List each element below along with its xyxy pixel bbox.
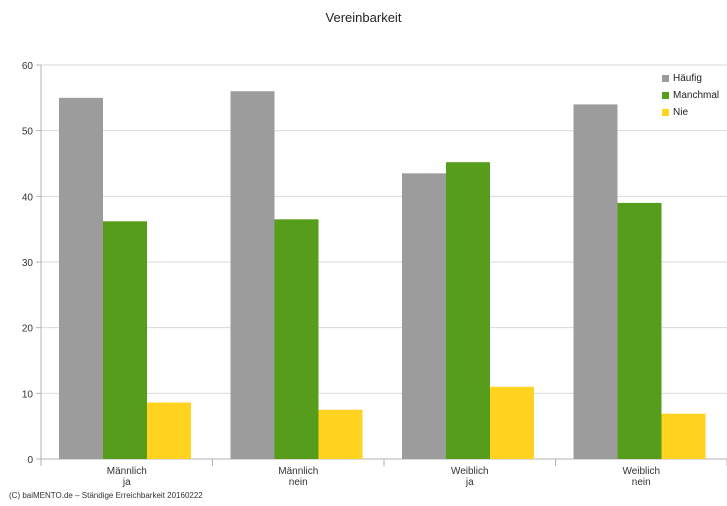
legend-swatch (662, 92, 669, 99)
x-tick-label: ja (122, 477, 131, 488)
bar-manchmal-0 (103, 221, 147, 459)
x-tick-label: Männlich (278, 466, 318, 477)
y-tick-label: 40 (22, 192, 34, 203)
legend-swatch (662, 75, 669, 82)
bar-häufig-3 (573, 104, 618, 460)
x-tick-label: Männlich (107, 466, 147, 477)
legend-swatch (662, 109, 669, 116)
y-tick-label: 60 (22, 61, 34, 72)
y-tick-label: 50 (22, 127, 34, 138)
legend: Häufig Manchmal Nie (662, 70, 719, 121)
y-tick-label: 0 (27, 455, 33, 466)
legend-label: Häufig (673, 73, 702, 84)
bar-häufig-2 (402, 173, 446, 459)
bar-nie-0 (147, 402, 191, 459)
copyright-footer: (C) baiMENTO.de – Ständige Erreichbarkei… (9, 491, 203, 500)
x-tick-label: nein (632, 477, 651, 488)
x-tick-label: ja (465, 477, 474, 488)
bar-manchmal-2 (446, 162, 490, 460)
bar-manchmal-3 (617, 202, 662, 459)
bar-manchmal-1 (274, 219, 319, 459)
legend-item: Manchmal (662, 87, 719, 104)
bars (59, 91, 706, 460)
y-tick-label: 10 (22, 389, 34, 400)
bar-nie-2 (490, 386, 534, 459)
legend-item: Nie (662, 104, 719, 121)
bar-nie-3 (661, 413, 706, 459)
legend-label: Nie (673, 107, 689, 118)
x-tick-label: nein (289, 477, 308, 488)
legend-label: Manchmal (673, 90, 720, 101)
x-tick-label: Weiblich (451, 466, 489, 477)
y-tick-label: 20 (22, 324, 34, 335)
axes: 0102030405060MännlichjaMännlichneinWeibl… (22, 61, 727, 488)
bar-häufig-1 (230, 91, 275, 460)
chart-title: Vereinbarkeit (325, 10, 402, 25)
bar-nie-1 (318, 409, 363, 459)
y-tick-label: 30 (22, 258, 34, 269)
x-tick-label: Weiblich (622, 466, 660, 477)
bar-häufig-0 (59, 97, 103, 459)
legend-item: Häufig (662, 70, 719, 87)
